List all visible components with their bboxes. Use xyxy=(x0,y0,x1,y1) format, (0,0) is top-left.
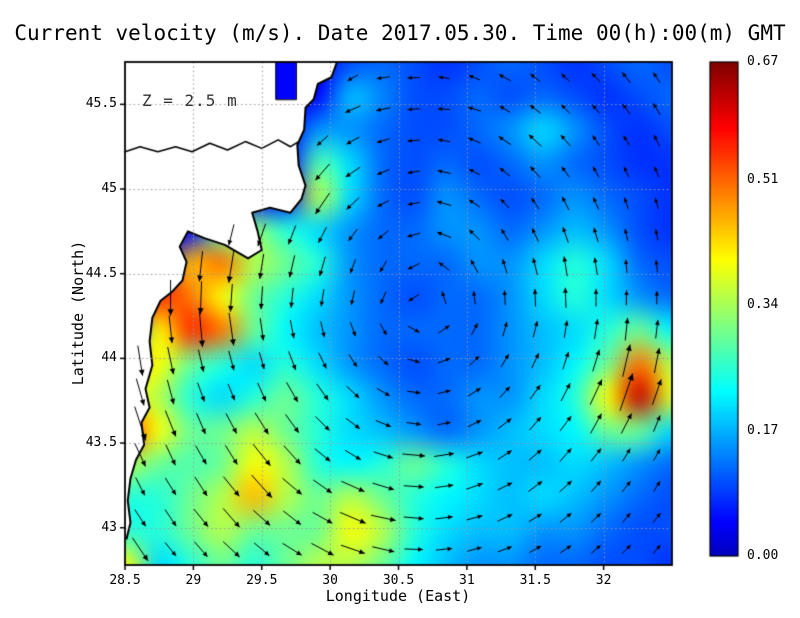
x-tick-label: 30.5 xyxy=(382,573,415,588)
x-axis-label: Longitude (East) xyxy=(325,587,471,605)
y-tick-label: 45 xyxy=(101,181,117,197)
x-tick-label: 29 xyxy=(185,573,202,588)
x-tick-label: 30 xyxy=(322,573,338,588)
y-tick-label: 43.5 xyxy=(85,435,117,451)
colorbar-tick-label: 0.34 xyxy=(747,297,779,313)
x-tick-label: 31.5 xyxy=(519,573,551,588)
y-tick-label: 45.5 xyxy=(85,96,117,112)
x-tick-label: 31 xyxy=(459,573,475,588)
x-tick-label: 32 xyxy=(595,573,612,588)
x-tick-label: 28.5 xyxy=(109,573,141,588)
colorbar-tick-label: 0.17 xyxy=(747,422,779,438)
colorbar-tick-label: 0.00 xyxy=(747,548,779,563)
y-tick-label: 44.5 xyxy=(85,265,117,281)
x-tick-label: 29.5 xyxy=(246,573,278,588)
colorbar-tick-label: 0.67 xyxy=(747,54,779,69)
depth-annotation: Z = 2.5 m xyxy=(142,91,238,110)
y-tick-label: 43 xyxy=(101,519,117,535)
chart-title: Current velocity (m/s). Date 2017.05.30.… xyxy=(14,21,786,45)
colorbar-tick-label: 0.51 xyxy=(747,171,779,187)
y-tick-label: 44 xyxy=(101,350,117,366)
